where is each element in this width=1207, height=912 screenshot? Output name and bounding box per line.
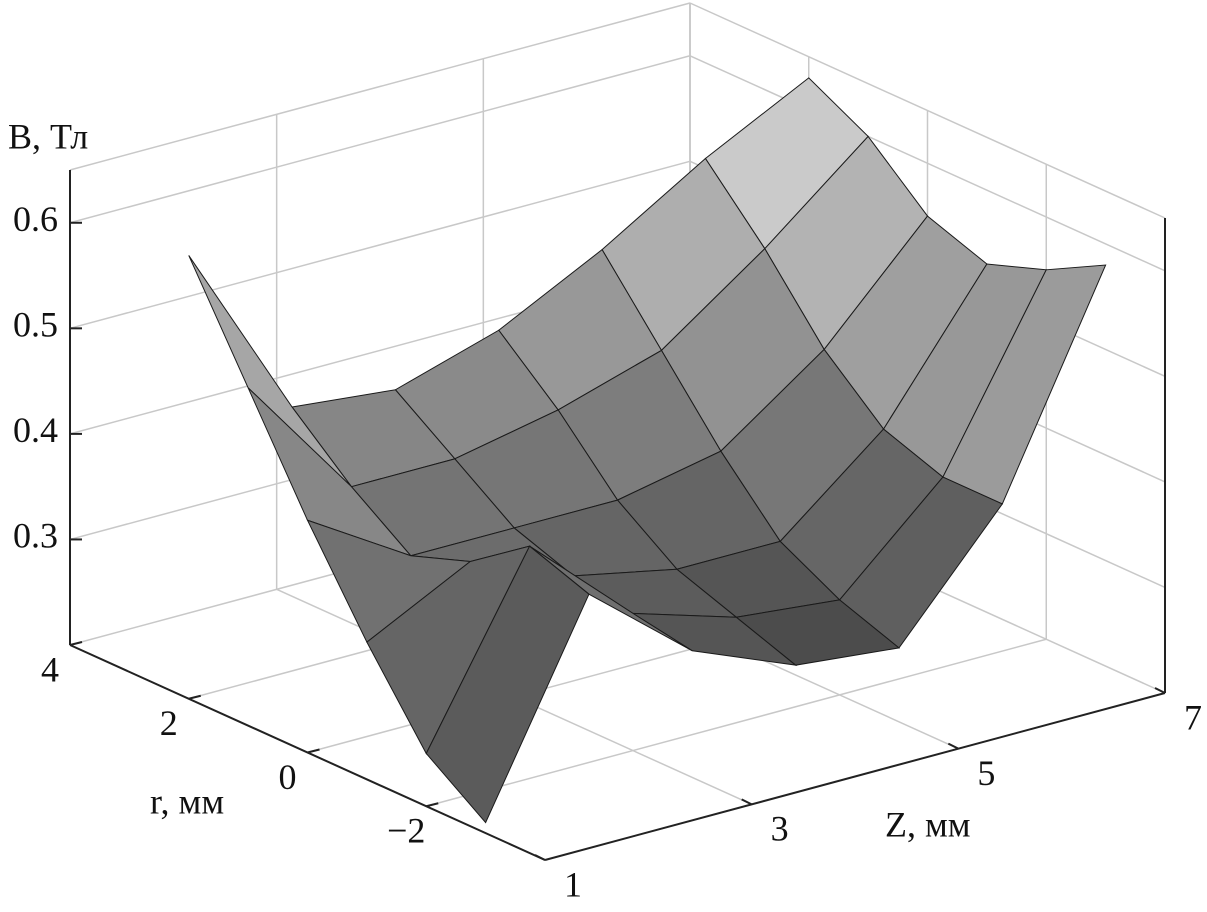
axis-line [544, 692, 1166, 861]
z-tick-label: 0.6 [13, 199, 58, 239]
y-tick-label: 0 [279, 757, 297, 797]
x-tick [741, 798, 753, 806]
surface-patch [425, 545, 590, 824]
box-edge [69, 2, 691, 171]
x-tick-label: 7 [1184, 697, 1202, 737]
x-tick-label: 1 [564, 864, 582, 904]
x-tick-label: 3 [771, 809, 789, 849]
y-tick-label: −2 [387, 811, 425, 851]
y-tick [69, 641, 83, 646]
z-tick-label: 0.5 [13, 305, 58, 345]
z-tick-label: 0.3 [13, 516, 58, 556]
y-axis-label: r, мм [150, 781, 224, 821]
y-tick [307, 748, 320, 754]
y-tick [188, 694, 201, 700]
box-edge [689, 2, 1166, 219]
x-tick-label: 5 [977, 753, 995, 793]
grid-line [426, 638, 1047, 807]
y-tick-label: 2 [160, 703, 178, 743]
y-tick [426, 802, 439, 808]
grid-line [69, 160, 691, 330]
x-axis-label: Z, мм [885, 804, 971, 844]
x-tick [947, 742, 959, 750]
x-tick [1154, 687, 1166, 694]
z-axis-label: B, Тл [8, 116, 88, 156]
x-tick [534, 854, 546, 861]
z-tick-label: 0.4 [13, 410, 58, 450]
y-tick-label: 4 [41, 649, 59, 689]
grid-line [69, 55, 691, 224]
